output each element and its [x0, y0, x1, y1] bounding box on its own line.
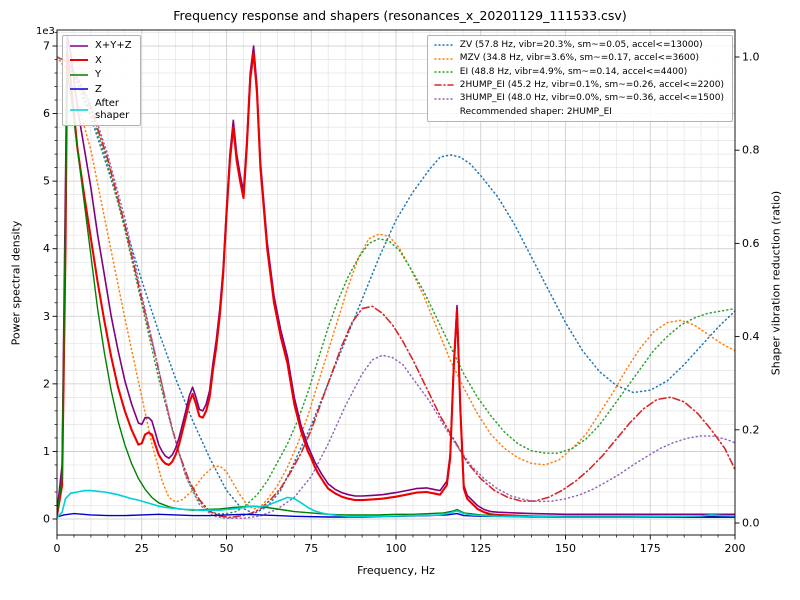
y-axis-right: 0.0 0.2 0.4 0.6 0.8 1.0 — [735, 51, 760, 530]
series-group — [57, 35, 735, 520]
y-axis-multiplier: 1e3 — [36, 26, 55, 37]
legend-line-sample — [70, 59, 88, 62]
x-tick-label: 150 — [555, 542, 576, 555]
legend-line-sample — [434, 44, 454, 46]
y-right-tick-label: 0.2 — [742, 423, 760, 436]
y-left-tick-label: 6 — [43, 107, 50, 120]
x-axis: 0 25 50 75 100 125 150 175 200 — [54, 535, 746, 555]
legend-item: X — [69, 55, 132, 67]
y-left-tick-label: 0 — [43, 513, 50, 526]
legend-item-label: Z — [95, 83, 102, 95]
legend-item: X+Y+Z — [69, 40, 132, 52]
legend-line-sample — [70, 44, 88, 47]
x-tick-label: 200 — [725, 542, 746, 555]
legend-line-sample — [70, 88, 88, 90]
legend-line-sample — [70, 74, 88, 76]
legend-item: MZV (34.8 Hz, vibr=3.6%, sm~=0.17, accel… — [434, 53, 724, 63]
x-tick-label: 50 — [220, 542, 234, 555]
legend-item-label: 2HUMP_EI (45.2 Hz, vibr=0.1%, sm~=0.26, … — [459, 80, 724, 91]
legend-line-sample — [434, 71, 454, 73]
y-left-tick-label: 5 — [43, 175, 50, 188]
legend-item: ZV (57.8 Hz, vibr=20.3%, sm~=0.05, accel… — [434, 40, 724, 50]
legend-line-sample — [434, 57, 454, 60]
y-left-tick-label: 2 — [43, 377, 50, 390]
legend-item-label: Y — [95, 69, 102, 80]
legend-item: 2HUMP_EI (45.2 Hz, vibr=0.1%, sm~=0.26, … — [433, 80, 724, 91]
legend-line-sample — [433, 84, 454, 87]
series-2hump_ei — [57, 56, 735, 519]
y-right-tick-label: 0.6 — [742, 237, 760, 250]
x-axis-label: Frequency, Hz — [357, 564, 435, 577]
legend-psd: X+Y+Z X Y Z After shaper — [62, 35, 141, 126]
series-zv — [57, 56, 735, 515]
y-left-tick-label: 4 — [43, 242, 50, 255]
legend-line-sample — [434, 97, 454, 100]
legend-item-label: After shaper — [95, 98, 130, 121]
y-right-tick-label: 1.0 — [742, 51, 760, 64]
legend-item: EI (48.8 Hz, vibr=4.9%, sm~=0.14, accel<… — [434, 67, 724, 77]
x-tick-label: 25 — [135, 542, 149, 555]
x-tick-label: 75 — [304, 542, 318, 555]
x-tick-label: 100 — [386, 542, 407, 555]
legend-item: After shaper — [69, 98, 132, 121]
y-axis-left: 0 1 2 3 4 5 6 7 — [43, 32, 57, 526]
y-right-tick-label: 0.8 — [742, 144, 760, 157]
legend-shapers: ZV (57.8 Hz, vibr=20.3%, sm~=0.05, accel… — [426, 35, 733, 123]
chart-title: Frequency response and shapers (resonanc… — [173, 8, 627, 23]
series-after_shaper — [57, 489, 735, 519]
legend-item: Z — [69, 84, 132, 96]
x-tick-label: 125 — [470, 542, 491, 555]
y-left-tick-label: 3 — [43, 310, 50, 323]
recommended-shaper-note: Recommended shaper: 2HUMP_EI — [434, 107, 724, 117]
legend-item: 3HUMP_EI (48.0 Hz, vibr=0.0%, sm~=0.36, … — [434, 93, 724, 103]
x-tick-label: 175 — [640, 542, 661, 555]
legend-item-label: MZV (34.8 Hz, vibr=3.6%, sm~=0.17, accel… — [459, 53, 699, 64]
series-x — [57, 51, 735, 519]
x-tick-label: 0 — [54, 542, 61, 555]
y-left-tick-label: 7 — [43, 40, 50, 53]
y-axis-right-label: Shaper vibration reduction (ratio) — [769, 190, 783, 376]
series-ei — [57, 56, 735, 515]
legend-item-label: X+Y+Z — [95, 40, 132, 51]
legend-line-sample — [70, 108, 88, 111]
series-3hump_ei — [57, 56, 735, 520]
legend-item-label: ZV (57.8 Hz, vibr=20.3%, sm~=0.05, accel… — [459, 40, 703, 50]
legend-item-label: 3HUMP_EI (48.0 Hz, vibr=0.0%, sm~=0.36, … — [459, 93, 724, 104]
y-axis-left-label: Power spectral density — [9, 220, 23, 346]
y-left-tick-label: 1 — [43, 445, 50, 458]
y-right-tick-label: 0.0 — [742, 517, 760, 530]
recommended-shaper-note-text: Recommended shaper: 2HUMP_EI — [459, 106, 612, 117]
legend-item-label: EI (48.8 Hz, vibr=4.9%, sm~=0.14, accel<… — [459, 66, 688, 77]
legend-item-label: X — [95, 54, 102, 66]
y-right-tick-label: 0.4 — [742, 330, 760, 343]
legend-item: Y — [69, 69, 132, 81]
